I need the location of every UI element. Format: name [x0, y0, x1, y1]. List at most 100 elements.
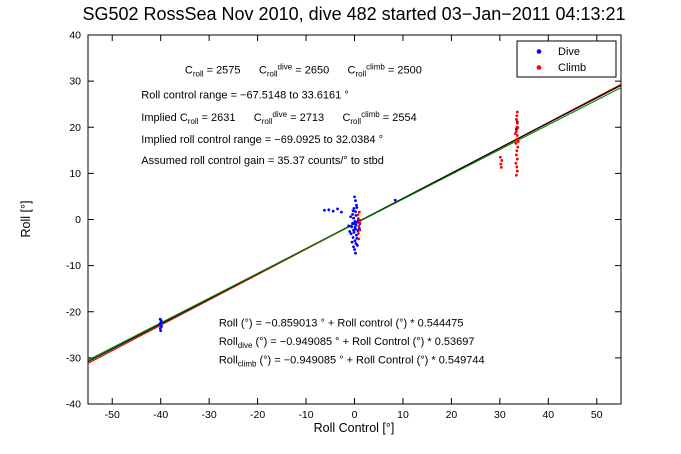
annotation: Rollclimb (°) = −0.949085 ° + Roll Contr…: [219, 354, 485, 368]
point-dive: [351, 209, 355, 213]
point-dive: [352, 216, 355, 220]
point-climb: [500, 159, 504, 162]
annotation: Roll control range = −67.5148 to 33.6161…: [141, 90, 348, 102]
y-axis-label: Roll [°]: [19, 201, 33, 238]
y-tick-label: -10: [66, 260, 81, 272]
point-climb: [514, 130, 518, 133]
point-dive: [340, 210, 343, 214]
x-tick-label: 10: [397, 409, 409, 421]
x-tick-label: -30: [202, 409, 217, 421]
point-dive: [331, 209, 335, 213]
point-climb: [514, 173, 518, 177]
point-dive: [351, 236, 355, 239]
point-dive: [159, 319, 163, 322]
point-dive: [356, 243, 359, 247]
point-dive: [353, 248, 356, 251]
legend-label-climb: Climb: [558, 62, 586, 74]
y-tick-label: 0: [75, 214, 81, 226]
point-dive: [348, 230, 352, 233]
point-climb: [499, 165, 503, 169]
chart-title: SG502 RossSea Nov 2010, dive 482 started…: [82, 4, 625, 24]
point-climb: [516, 140, 520, 143]
point-climb: [513, 132, 517, 136]
point-dive: [159, 329, 163, 333]
point-dive: [353, 222, 356, 226]
annotation: Implied roll control range = −69.0925 to…: [141, 134, 383, 146]
point-dive: [351, 213, 354, 216]
point-dive: [327, 208, 331, 212]
point-dive: [393, 198, 397, 202]
point-dive: [355, 206, 359, 209]
point-dive: [354, 210, 357, 214]
point-dive: [347, 224, 351, 228]
point-climb: [357, 210, 361, 214]
axes-ticks: -50 -40 -30 -20 -10 0 10 20 30 40 50 -40 -30 -20 -10 0 1…: [66, 30, 621, 421]
legend-box: [516, 40, 617, 78]
point-dive: [352, 245, 355, 249]
point-climb: [515, 114, 519, 118]
point-climb: [499, 162, 503, 166]
y-tick-label: 10: [69, 168, 81, 180]
point-dive: [349, 232, 353, 236]
point-dive: [355, 233, 358, 237]
point-dive: [355, 203, 358, 207]
point-climb: [515, 121, 519, 125]
annotation: Assumed roll control gain = 35.37 counts…: [141, 155, 384, 167]
point-climb: [515, 165, 519, 169]
annotation: Roll (°) = −0.859013 ° + Roll control (°…: [219, 318, 464, 330]
point-dive: [158, 326, 162, 330]
y-tick-label: 20: [69, 122, 81, 134]
annotation: Croll = 2575 Crolldive = 2650 Crollclimb…: [185, 63, 422, 79]
y-tick-label: 30: [69, 76, 81, 88]
point-climb: [357, 237, 361, 241]
point-climb: [515, 137, 519, 141]
point-climb: [358, 228, 362, 232]
point-dive: [158, 323, 162, 327]
annotation: Implied Croll = 2631 Crolldive = 2713 Cr…: [141, 110, 416, 126]
plot-annotations: Croll = 2575 Crolldive = 2650 Crollclimb…: [141, 63, 484, 369]
y-tick-label: -20: [66, 306, 81, 318]
point-climb: [358, 219, 362, 222]
point-dive: [353, 195, 356, 199]
legend-marker-dive-icon: [536, 49, 542, 54]
point-climb: [356, 213, 360, 217]
point-climb: [515, 110, 519, 114]
point-dive: [352, 207, 356, 210]
point-dive: [336, 207, 339, 211]
point-dive: [323, 208, 326, 212]
point-climb: [515, 149, 519, 153]
x-tick-label: 40: [542, 409, 554, 421]
point-dive: [349, 215, 353, 219]
x-tick-label: 20: [446, 409, 458, 421]
x-tick-label: -50: [105, 409, 120, 421]
point-dive: [350, 225, 353, 229]
point-climb: [515, 169, 519, 173]
point-climb: [357, 225, 361, 228]
x-tick-label: 0: [352, 409, 358, 421]
point-climb: [356, 231, 360, 235]
point-dive: [354, 251, 357, 255]
point-climb: [515, 157, 519, 161]
point-climb: [356, 217, 360, 220]
x-axis-label: Roll Control [°]: [314, 421, 395, 435]
x-tick-label: 30: [494, 409, 506, 421]
point-climb: [515, 134, 519, 137]
legend-label-dive: Dive: [558, 46, 580, 58]
point-climb: [357, 221, 361, 225]
x-tick-label: -20: [250, 409, 265, 421]
point-dive: [353, 225, 357, 229]
y-tick-label: -40: [66, 399, 81, 411]
y-tick-label: -30: [66, 352, 81, 364]
point-dive: [353, 239, 357, 243]
point-dive: [352, 228, 355, 232]
point-climb: [516, 145, 520, 149]
point-climb: [514, 161, 518, 165]
x-tick-label: -40: [153, 409, 168, 421]
legend-marker-climb-icon: [536, 65, 542, 70]
x-tick-label: -10: [298, 409, 313, 421]
annotation: Rolldive (°) = −0.949085 ° + Roll Contro…: [219, 336, 475, 350]
point-climb: [516, 126, 520, 130]
point-dive: [353, 219, 357, 223]
point-climb: [514, 118, 518, 121]
